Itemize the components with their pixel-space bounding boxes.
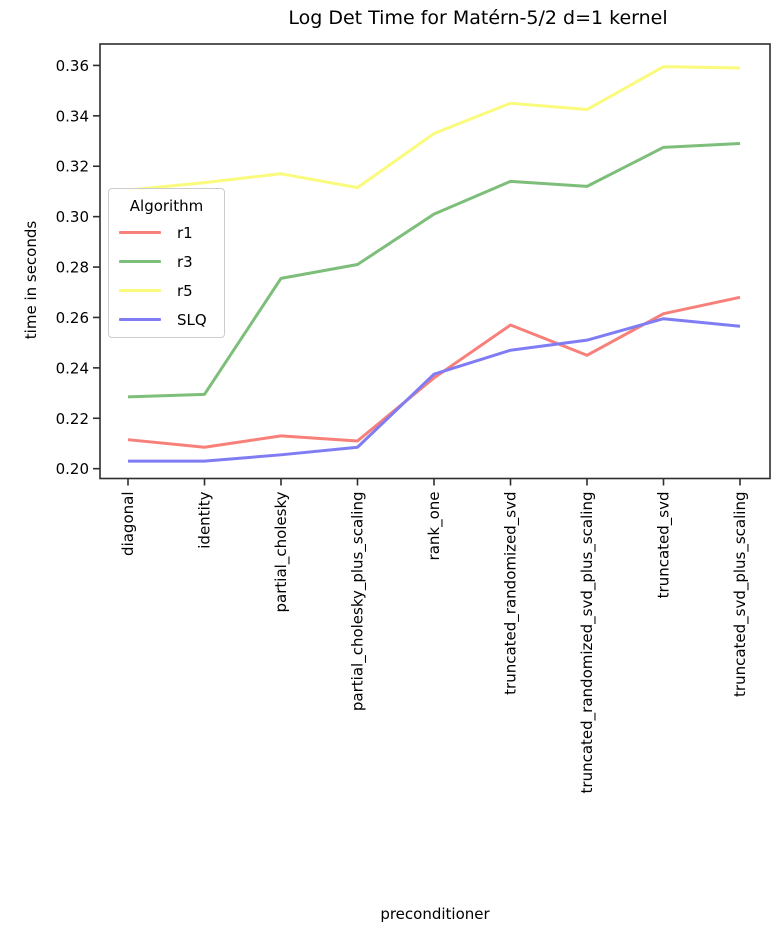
legend-entry-r3: r3: [109, 247, 224, 276]
x-axis-label: preconditioner: [380, 905, 490, 923]
chart-title-text: Log Det Time for Matérn-5/2 d=1 kernel: [288, 7, 668, 29]
y-tick-label: 0.20: [56, 460, 89, 478]
legend-label: SLQ: [177, 310, 207, 329]
legend-entry-SLQ: SLQ: [109, 305, 224, 334]
x-tick-label: truncated_svd: [655, 492, 674, 599]
y-tick-label: 0.22: [56, 410, 89, 428]
y-tick-label: 0.26: [56, 309, 89, 327]
legend-swatch-r3: [119, 259, 161, 264]
y-tick-label: 0.24: [56, 359, 89, 377]
legend-label: r5: [177, 281, 193, 300]
y-tick-label: 0.36: [56, 57, 89, 75]
y-axis-label-text: time in seconds: [22, 220, 40, 340]
legend-entry-r1: r1: [109, 218, 224, 247]
x-tick-label: partial_cholesky_plus_scaling: [349, 492, 368, 712]
chart-title: Log Det Time for Matérn-5/2 d=1 kernel: [0, 7, 783, 29]
legend-entries: r1 r3 r5 SLQ: [109, 218, 224, 334]
legend-box: Algorithm r1 r3 r5 SLQ: [108, 188, 225, 338]
legend-swatch-r1: [119, 230, 161, 235]
x-tick-label: diagonal: [119, 492, 137, 556]
x-tick-label: truncated_randomized_svd_plus_scaling: [578, 492, 597, 794]
series-line-SLQ: [128, 317, 741, 463]
x-tick-label: partial_cholesky: [272, 491, 291, 612]
y-tick-label: 0.32: [56, 158, 89, 176]
x-tick-label: truncated_svd_plus_scaling: [731, 492, 750, 697]
plot-area: [99, 43, 771, 480]
series-line-r3: [127, 142, 741, 399]
legend-label: r1: [177, 223, 193, 242]
y-tick-label: 0.30: [56, 208, 89, 226]
x-tick-label: identity: [196, 491, 214, 548]
legend-swatch-r5: [119, 288, 161, 293]
x-tick-label: truncated_randomized_svd: [502, 492, 521, 695]
y-tick-label: 0.28: [56, 259, 89, 277]
series-line-r1: [127, 295, 741, 449]
series-line-r5: [127, 65, 741, 192]
y-tick-label: 0.34: [56, 107, 89, 125]
legend-entry-r5: r5: [109, 276, 224, 305]
legend-title: Algorithm: [129, 197, 204, 215]
legend-swatch-SLQ: [119, 317, 161, 322]
x-tick-label: rank_one: [425, 492, 444, 561]
legend-label: r3: [177, 252, 193, 271]
